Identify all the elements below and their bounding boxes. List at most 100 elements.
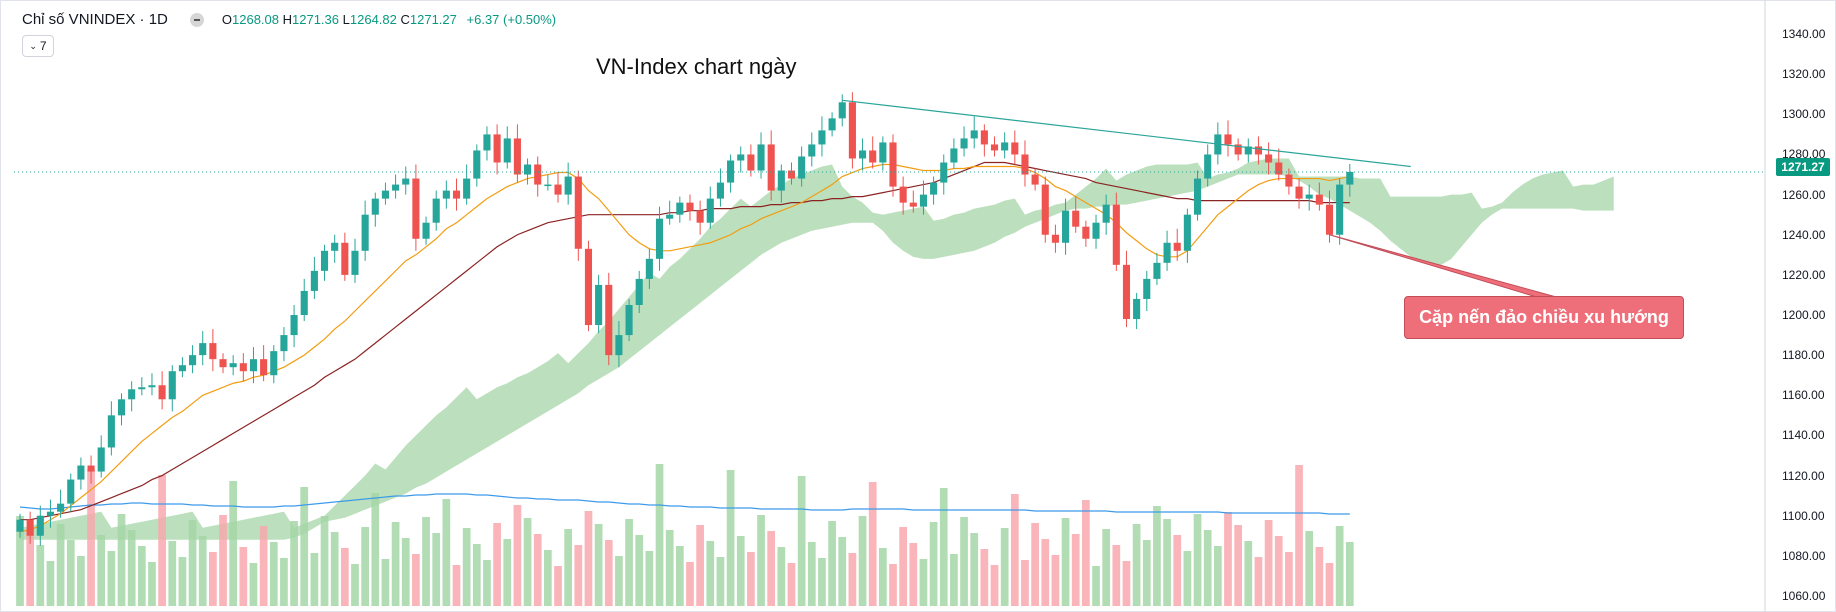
- volume-bar: [604, 540, 613, 606]
- candle-body: [676, 202, 684, 215]
- volume-bar: [665, 530, 674, 606]
- candle-body: [879, 142, 887, 163]
- symbol-header: Chỉ số VNINDEX · 1D O1268.08 H1271.36 L1…: [22, 11, 556, 28]
- volume-bar: [1274, 536, 1283, 606]
- candle-body: [260, 359, 268, 376]
- volume-bar: [361, 527, 369, 606]
- volume-bar: [493, 523, 501, 606]
- candle-body: [77, 465, 85, 480]
- candle-body: [219, 359, 227, 368]
- volume-bar: [371, 493, 380, 606]
- symbol-title[interactable]: Chỉ số VNINDEX · 1D: [22, 11, 168, 28]
- candle-body: [239, 363, 247, 372]
- candle-body: [107, 415, 115, 448]
- high-value: 1271.36: [292, 12, 340, 27]
- volume-bar: [1203, 530, 1212, 606]
- volume-bar: [564, 529, 573, 606]
- candle-body: [87, 465, 95, 472]
- candle-body: [686, 202, 694, 211]
- candle-body: [199, 343, 207, 356]
- volume-bar: [290, 521, 298, 606]
- volume-bar: [1061, 518, 1070, 606]
- candle-body: [422, 222, 430, 239]
- candle-body: [1072, 210, 1080, 227]
- candle-body: [990, 144, 999, 151]
- candle-body: [747, 154, 755, 171]
- candle-body: [1275, 162, 1283, 175]
- volume-bar: [320, 516, 329, 606]
- annotation-callout[interactable]: Cặp nến đảo chiều xu hướng: [1404, 296, 1684, 339]
- candle-body: [117, 399, 126, 416]
- volume-bar: [594, 524, 603, 606]
- volume-bar: [1163, 519, 1171, 606]
- volume-bar: [574, 545, 583, 606]
- volume-bar: [625, 519, 633, 606]
- ma20-line: [19, 163, 1350, 533]
- candle-body: [655, 218, 664, 259]
- volume-bar: [209, 552, 217, 606]
- volume-bar: [483, 560, 491, 606]
- volume-bar: [310, 553, 319, 606]
- candle-body: [320, 250, 329, 271]
- volume-bar: [716, 557, 725, 606]
- volume-bar: [1132, 524, 1141, 606]
- candle-body: [777, 170, 785, 191]
- volume-bar: [828, 521, 836, 606]
- change-value: +6.37 (+0.50%): [466, 12, 557, 27]
- volume-bar: [1315, 547, 1324, 606]
- volume-bar: [584, 511, 593, 606]
- volume-bar: [757, 515, 765, 606]
- candle-body: [564, 176, 572, 195]
- volume-bar: [1285, 552, 1293, 606]
- indicator-period-select[interactable]: ⌄ 7: [22, 35, 54, 57]
- volume-bar: [198, 536, 207, 606]
- volume-bar: [818, 558, 826, 606]
- volume-bar: [1153, 506, 1161, 606]
- candle-body: [463, 178, 471, 199]
- volume-bar: [980, 549, 989, 606]
- volume-bar: [381, 559, 390, 606]
- volume-bar: [1305, 531, 1314, 606]
- candle-body: [1265, 154, 1273, 163]
- volume-bar: [391, 522, 400, 606]
- candle-body: [351, 250, 359, 275]
- volume-bar: [686, 562, 694, 606]
- price-tick-label: 1160.00: [1782, 388, 1825, 403]
- candle-body: [848, 102, 856, 159]
- candle-body: [452, 190, 461, 199]
- candle-body: [909, 202, 917, 207]
- candle-body: [635, 278, 643, 305]
- ichimoku-cloud: [20, 158, 1614, 540]
- price-tick-label: 1300.00: [1782, 107, 1826, 122]
- volume-bar: [1021, 560, 1029, 606]
- candle-body: [950, 148, 958, 163]
- volume-bar: [797, 476, 806, 606]
- candle-body: [249, 359, 258, 372]
- candle-body: [513, 138, 521, 175]
- candle-body: [706, 198, 714, 223]
- volume-bar: [848, 553, 857, 606]
- candle-body: [138, 387, 146, 390]
- volume-bar: [675, 546, 684, 606]
- candle-body: [605, 284, 613, 356]
- volume-bar: [807, 542, 816, 606]
- candle-body: [1112, 204, 1120, 265]
- candle-body: [158, 385, 166, 400]
- low-label: L: [342, 12, 350, 27]
- candle-body: [716, 182, 724, 199]
- candle-body: [229, 363, 237, 368]
- candle-body: [696, 210, 704, 223]
- volume-bar: [107, 551, 116, 606]
- collapse-toggle-icon[interactable]: [189, 12, 204, 27]
- volume-bar: [635, 535, 644, 606]
- volume-bar: [452, 565, 461, 606]
- candle-body: [1336, 184, 1344, 235]
- volume-bar: [767, 531, 776, 606]
- candle-body: [310, 270, 318, 291]
- candle-body: [1133, 298, 1141, 320]
- volume-bar: [1092, 566, 1100, 606]
- volume-bar: [1173, 535, 1182, 606]
- volume-bar: [249, 563, 258, 606]
- candle-body: [808, 144, 816, 157]
